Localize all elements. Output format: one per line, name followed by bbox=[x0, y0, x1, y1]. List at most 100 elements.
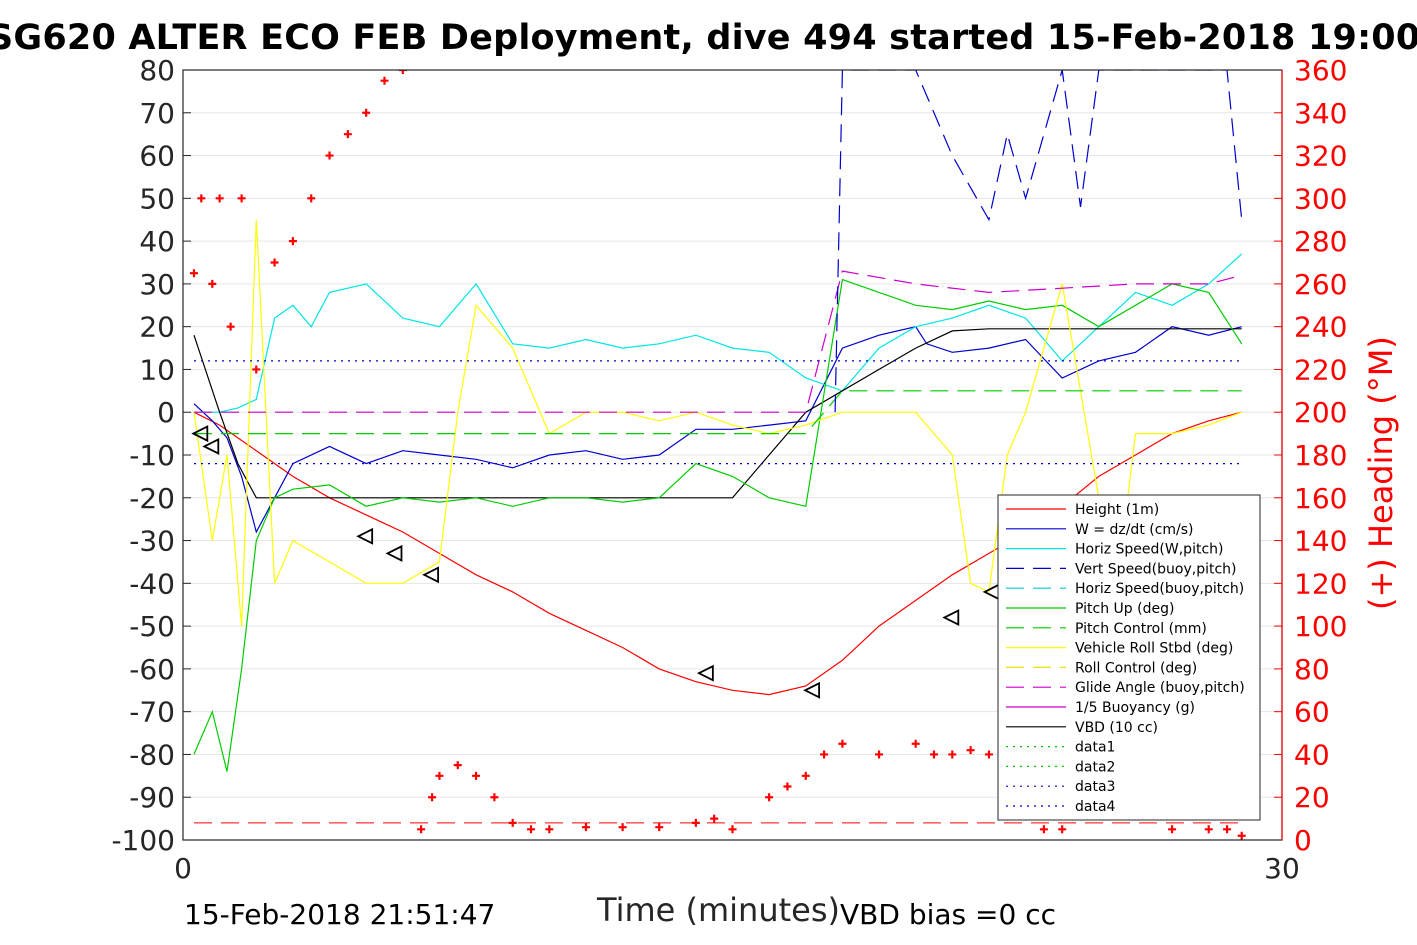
series-line-horiz_speed bbox=[194, 253, 1243, 413]
heading-point bbox=[325, 151, 334, 160]
heading-point bbox=[691, 818, 700, 827]
series-line-pitch_up bbox=[193, 278, 1243, 772]
y-tick-label-right: 180 bbox=[1294, 439, 1347, 472]
heading-point bbox=[820, 750, 829, 759]
series-line-glide_angle bbox=[194, 270, 1242, 413]
legend-label: data4 bbox=[1075, 799, 1116, 815]
heading-point bbox=[189, 269, 198, 278]
y-tick-label-left: -40 bbox=[129, 567, 175, 600]
legend-label: Glide Angle (buoy,pitch) bbox=[1075, 680, 1245, 696]
y-tick-label-left: 30 bbox=[139, 268, 175, 301]
heading-point bbox=[1223, 825, 1232, 834]
heading-point bbox=[527, 825, 536, 834]
heading-point bbox=[728, 825, 737, 834]
heading-point bbox=[435, 771, 444, 780]
heading-point bbox=[765, 793, 774, 802]
y-tick-label-left: -30 bbox=[129, 525, 175, 558]
heading-point bbox=[237, 194, 246, 203]
heading-point bbox=[508, 818, 517, 827]
turn-marker bbox=[696, 664, 714, 682]
turn-marker bbox=[942, 609, 960, 627]
series-line-w bbox=[193, 326, 1242, 534]
legend-label: data2 bbox=[1075, 759, 1115, 775]
series-line-vbd bbox=[193, 328, 1242, 499]
turn-marker bbox=[803, 681, 820, 699]
heading-point bbox=[1237, 831, 1246, 840]
y-tick-label-left: -10 bbox=[129, 439, 175, 472]
heading-point bbox=[453, 761, 462, 770]
turn-marker bbox=[202, 437, 220, 455]
heading-point bbox=[948, 750, 957, 759]
legend-label: Vert Speed(buoy,pitch) bbox=[1075, 561, 1237, 577]
legend-label: VBD (10 cc) bbox=[1075, 720, 1158, 736]
y-tick-label-left: 10 bbox=[139, 353, 175, 386]
series-line-pitch_control bbox=[194, 390, 1242, 435]
y-axis-right-label: (+) Heading (°M) bbox=[1362, 336, 1400, 610]
heading-point bbox=[226, 322, 235, 331]
heading-point bbox=[984, 750, 993, 759]
y-tick-label-right: 0 bbox=[1294, 824, 1312, 857]
y-tick-label-left: 60 bbox=[139, 140, 175, 173]
y-tick-label-right: 260 bbox=[1294, 268, 1347, 301]
legend-label: Horiz Speed(W,pitch) bbox=[1075, 542, 1223, 558]
y-tick-label-left: -20 bbox=[129, 482, 175, 515]
y-tick-label-left: -80 bbox=[129, 738, 175, 771]
x-tick-label: 0 bbox=[174, 852, 192, 885]
y-tick-label-left: -70 bbox=[129, 696, 175, 729]
y-tick-label-right: 160 bbox=[1294, 482, 1347, 515]
legend-label: Pitch Up (deg) bbox=[1075, 601, 1174, 617]
y-tick-label-right: 40 bbox=[1294, 738, 1330, 771]
legend-label: Horiz Speed(buoy,pitch) bbox=[1075, 581, 1244, 597]
y-tick-label-right: 80 bbox=[1294, 653, 1330, 686]
heading-point bbox=[197, 194, 206, 203]
heading-point bbox=[362, 108, 371, 117]
turn-marker bbox=[422, 566, 440, 584]
legend-label: Roll Control (deg) bbox=[1075, 660, 1197, 676]
heading-point bbox=[911, 739, 920, 748]
legend-label: W = dz/dt (cm/s) bbox=[1075, 522, 1194, 538]
legend-label: Pitch Control (mm) bbox=[1075, 621, 1207, 637]
y-tick-label-left: 70 bbox=[139, 97, 175, 130]
legend-label: data1 bbox=[1075, 740, 1115, 756]
y-tick-label-left: 50 bbox=[139, 182, 175, 215]
y-tick-label-right: 140 bbox=[1294, 525, 1347, 558]
y-tick-label-right: 340 bbox=[1294, 97, 1347, 130]
heading-point bbox=[398, 70, 407, 74]
heading-point bbox=[1058, 825, 1067, 834]
y-tick-label-right: 100 bbox=[1294, 610, 1347, 643]
x-tick-label: 30 bbox=[1264, 852, 1300, 885]
y-tick-label-right: 200 bbox=[1294, 396, 1347, 429]
heading-point bbox=[215, 194, 224, 203]
heading-point bbox=[710, 814, 719, 823]
heading-point bbox=[490, 793, 499, 802]
y-tick-label-right: 220 bbox=[1294, 353, 1347, 386]
y-tick-label-right: 320 bbox=[1294, 140, 1347, 173]
series-line-vert_speed_buoy bbox=[834, 70, 1243, 413]
turn-marker bbox=[191, 425, 209, 443]
legend-label: data3 bbox=[1075, 779, 1115, 795]
heading-point bbox=[966, 746, 975, 755]
y-tick-label-right: 360 bbox=[1294, 54, 1347, 87]
vbd-bias-label: VBD bias =0 cc bbox=[840, 898, 1056, 931]
y-tick-label-left: -50 bbox=[129, 610, 175, 643]
heading-point bbox=[1039, 825, 1048, 834]
legend-label: Vehicle Roll Stbd (deg) bbox=[1075, 641, 1233, 657]
heading-point bbox=[270, 258, 279, 267]
heading-point bbox=[343, 130, 352, 139]
legend-label: 1/5 Buoyancy (g) bbox=[1075, 700, 1195, 716]
heading-point bbox=[838, 739, 847, 748]
y-tick-label-left: 40 bbox=[139, 225, 175, 258]
turn-marker bbox=[356, 527, 374, 545]
heading-point bbox=[417, 825, 426, 834]
heading-point bbox=[380, 76, 389, 85]
heading-point bbox=[655, 823, 664, 832]
heading-point bbox=[618, 823, 627, 832]
y-tick-label-right: 280 bbox=[1294, 225, 1347, 258]
heading-point bbox=[875, 750, 884, 759]
heading-point bbox=[208, 279, 217, 288]
y-tick-label-left: -60 bbox=[129, 653, 175, 686]
y-tick-label-left: -100 bbox=[111, 824, 175, 857]
chart-title: SG620 ALTER ECO FEB Deployment, dive 494… bbox=[0, 18, 1417, 58]
y-tick-label-right: 240 bbox=[1294, 311, 1347, 344]
turn-marker bbox=[385, 544, 403, 562]
